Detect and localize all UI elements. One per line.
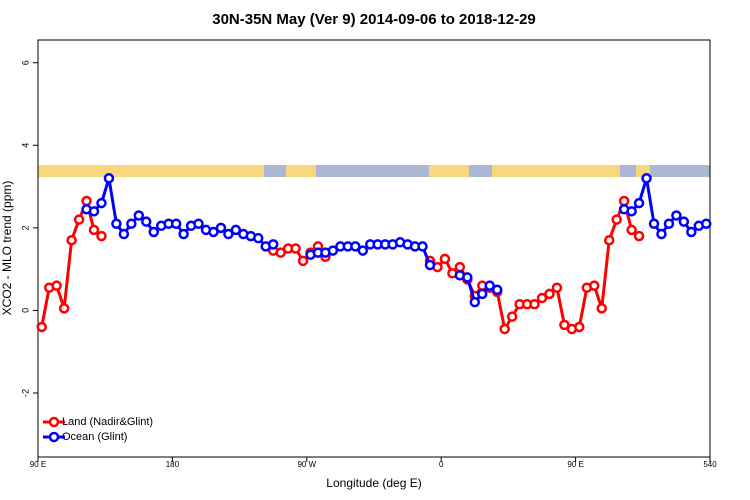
data-point — [701, 218, 712, 229]
data-point — [477, 288, 488, 300]
x-tick-label: 90 E — [30, 460, 46, 469]
data-point — [66, 234, 77, 246]
data-point — [439, 253, 451, 265]
data-point — [648, 218, 660, 229]
y-tick-label: 2 — [20, 225, 30, 230]
y-tick-label: -2 — [20, 389, 30, 397]
data-point — [671, 210, 682, 221]
data-point — [126, 218, 137, 229]
y-axis-label: XCO2 - MLO trend (ppm) — [0, 181, 14, 316]
plot-frame — [37, 39, 711, 458]
data-point — [215, 222, 227, 234]
x-tick-label: 90 W — [297, 460, 316, 469]
data-point — [178, 228, 189, 240]
data-point — [208, 226, 219, 238]
y-tick-label: 0 — [20, 308, 30, 313]
data-point — [223, 228, 234, 240]
data-point — [357, 245, 369, 256]
data-point — [103, 173, 115, 184]
data-point — [686, 226, 697, 238]
legend-marker — [48, 416, 60, 428]
data-point — [544, 288, 555, 300]
data-point — [596, 303, 607, 314]
data-point — [491, 284, 503, 296]
data-point — [267, 239, 279, 250]
data-point — [141, 216, 152, 227]
data-point — [36, 321, 47, 333]
x-tick-label: 0 — [439, 460, 444, 469]
data-point — [589, 280, 600, 291]
data-point — [469, 296, 481, 308]
data-point — [417, 241, 428, 252]
data-point — [618, 195, 630, 207]
data-point — [81, 195, 92, 207]
data-point — [484, 280, 495, 291]
data-point — [678, 216, 690, 227]
data-point — [454, 261, 466, 273]
data-point — [73, 214, 85, 225]
data-point — [88, 224, 100, 236]
data-point — [133, 210, 145, 221]
y-tick-label: 6 — [20, 60, 30, 65]
data-point — [633, 230, 645, 242]
data-point — [275, 247, 286, 258]
data-point — [253, 232, 264, 244]
data-point — [529, 298, 540, 310]
data-point — [626, 206, 637, 217]
land-mask-strip — [38, 165, 710, 177]
data-point — [506, 311, 518, 322]
data-point — [111, 218, 122, 229]
data-point — [170, 218, 182, 229]
data-point — [633, 197, 645, 209]
data-point — [462, 272, 473, 283]
data-point — [118, 228, 130, 240]
data-point — [424, 259, 436, 271]
data-point — [58, 303, 70, 314]
data-point — [230, 224, 242, 236]
chart-title: 30N-35N May (Ver 9) 2014-09-06 to 2018-1… — [212, 11, 536, 28]
data-point — [148, 226, 159, 238]
data-point — [88, 206, 100, 217]
data-point — [559, 319, 570, 331]
y-tick-label: 4 — [20, 143, 30, 148]
x-tick-label: 180 — [166, 460, 180, 469]
data-point — [611, 214, 622, 225]
x-tick-label: 90 E — [567, 460, 583, 469]
data-point — [603, 234, 615, 246]
data-point — [350, 241, 361, 252]
data-point — [327, 245, 339, 256]
data-point — [290, 243, 301, 254]
data-point — [656, 228, 667, 240]
data-point — [663, 218, 675, 229]
data-point — [193, 218, 204, 229]
x-axis-label: Longitude (deg E) — [326, 476, 421, 490]
data-point — [551, 282, 563, 293]
data-point — [96, 230, 107, 242]
x-tick-label: 540 — [703, 460, 717, 469]
data-point — [297, 255, 309, 267]
data-point — [574, 321, 585, 333]
legend-marker — [48, 431, 60, 443]
data-point — [626, 224, 637, 236]
data-point — [96, 197, 107, 209]
data-point — [641, 173, 652, 184]
data-point — [51, 280, 62, 291]
legend-label: Ocean (Glint) — [62, 431, 127, 443]
data-point — [536, 292, 548, 304]
data-point — [499, 323, 510, 335]
legend-label: Land (Nadir&Glint) — [62, 416, 153, 428]
